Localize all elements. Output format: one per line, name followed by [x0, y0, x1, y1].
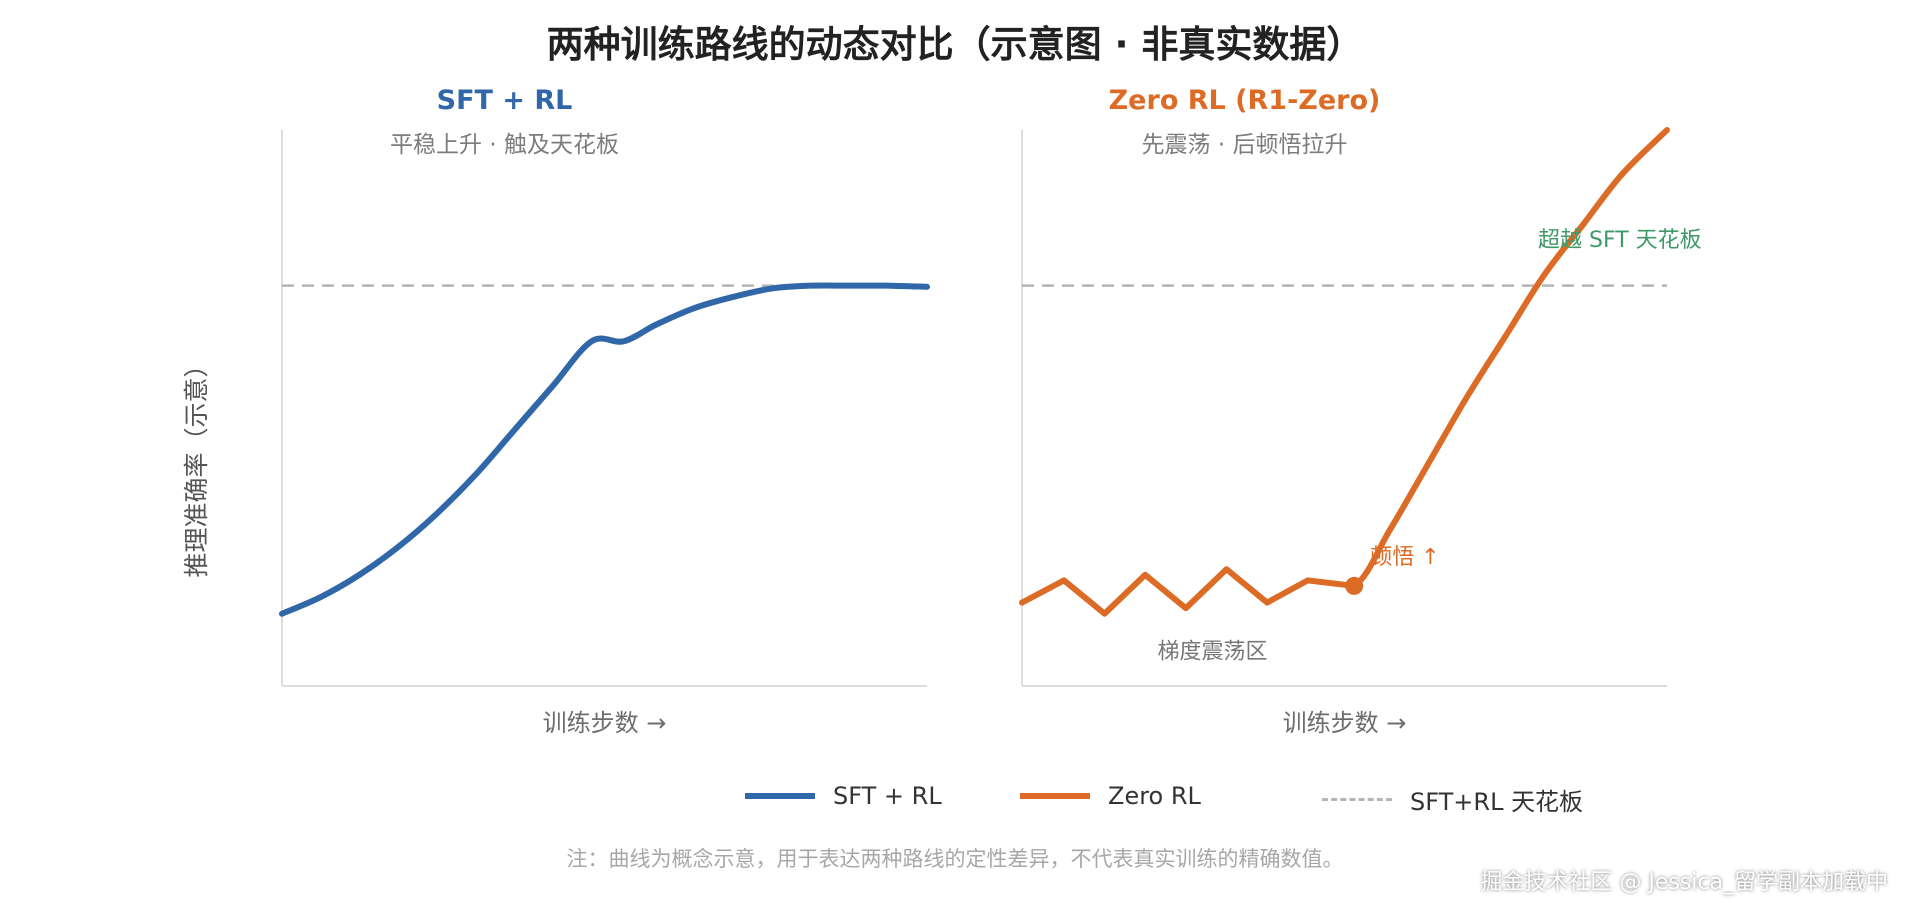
legend-label-ceiling: SFT+RL 天花板	[1410, 788, 1584, 816]
right-breakthrough-point	[1345, 576, 1364, 595]
annotation-beyond-ceiling: 超越 SFT 天花板	[1538, 228, 1702, 253]
left-x-axis-label: 训练步数 →	[542, 709, 667, 737]
footnote: 注：曲线为概念示意，用于表达两种路线的定性差异，不代表真实训练的精确数值。	[566, 847, 1344, 871]
legend-swatch-zero-rl	[1020, 793, 1090, 799]
legend: SFT + RL Zero RL SFT+RL 天花板	[0, 782, 1910, 822]
legend-item-sft-rl: SFT + RL	[745, 782, 942, 810]
right-panel-title: Zero RL (R1-Zero)	[1108, 85, 1381, 116]
right-series-line-zero-rl	[1019, 127, 1670, 617]
left-series-line-sft-rl	[279, 282, 930, 617]
left-panel-subtitle: 平稳上升 · 触及天花板	[390, 132, 619, 158]
figure-title: 两种训练路线的动态对比（示意图 · 非真实数据）	[546, 23, 1364, 66]
legend-item-zero-rl: Zero RL	[1020, 782, 1201, 810]
annotation-breakthrough: 顿悟 ↑	[1370, 545, 1439, 570]
legend-label-zero-rl: Zero RL	[1108, 782, 1201, 810]
watermark: 掘金技术社区 @ Jessica_留学副本加载中	[1480, 870, 1888, 895]
right-panel-subtitle: 先震荡 · 后顿悟拉升	[1141, 132, 1348, 158]
legend-swatch-ceiling	[1322, 798, 1392, 801]
legend-item-ceiling: SFT+RL 天花板	[1322, 782, 1583, 817]
right-x-axis-label: 训练步数 →	[1282, 709, 1407, 737]
left-panel-title: SFT + RL	[436, 85, 573, 116]
annotation-oscillation-zone: 梯度震荡区	[1157, 640, 1267, 665]
legend-label-sft-rl: SFT + RL	[833, 782, 942, 810]
legend-swatch-sft-rl	[745, 793, 815, 799]
